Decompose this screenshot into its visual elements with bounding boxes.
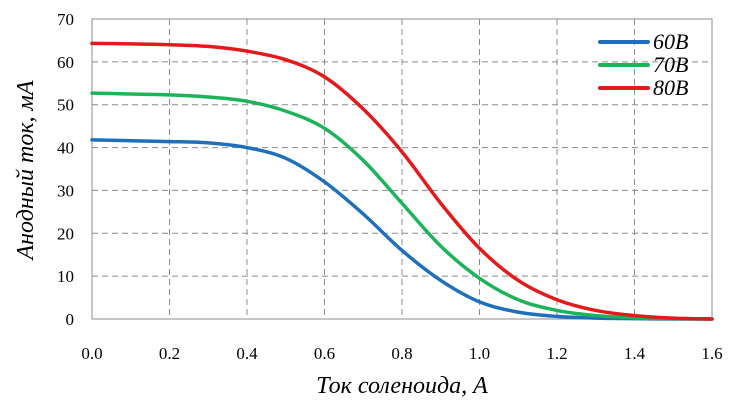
y-tick-label: 10 — [57, 267, 74, 286]
series-line-2 — [90, 91, 714, 321]
x-tick-label: 1.0 — [469, 344, 490, 363]
y-axis-ticks: 0 10 20 30 40 50 60 70 — [57, 10, 74, 329]
x-tick-label: 1.4 — [624, 344, 646, 363]
x-tick-label: 1.2 — [546, 344, 567, 363]
x-axis-title: Ток соленоида, А — [316, 373, 488, 399]
y-tick-label: 40 — [57, 139, 74, 158]
plot-frame — [91, 18, 713, 320]
y-tick-label: 30 — [57, 181, 74, 200]
legend-label-3: 80В — [653, 75, 688, 100]
x-tick-label: 0.4 — [236, 344, 258, 363]
legend-label-1: 60В — [653, 29, 688, 54]
series-line-3 — [90, 41, 714, 321]
y-tick-label: 70 — [57, 10, 74, 29]
series-line-1 — [90, 138, 714, 321]
x-tick-label: 0.8 — [391, 344, 412, 363]
y-axis-title: Анодный ток, мА — [13, 80, 39, 261]
gridlines — [92, 19, 712, 319]
legend-label-2: 70В — [653, 52, 688, 77]
y-tick-label: 0 — [66, 310, 75, 329]
x-axis-ticks: 0.0 0.2 0.4 0.6 0.8 1.0 1.2 1.4 1.6 — [81, 344, 722, 363]
x-tick-label: 1.6 — [701, 344, 722, 363]
x-tick-label: 0.2 — [159, 344, 180, 363]
y-tick-label: 20 — [57, 224, 74, 243]
x-tick-label: 0.0 — [81, 344, 102, 363]
y-tick-label: 60 — [57, 53, 74, 72]
y-tick-label: 50 — [57, 96, 74, 115]
x-tick-label: 0.6 — [314, 344, 335, 363]
series-lines — [90, 41, 714, 321]
